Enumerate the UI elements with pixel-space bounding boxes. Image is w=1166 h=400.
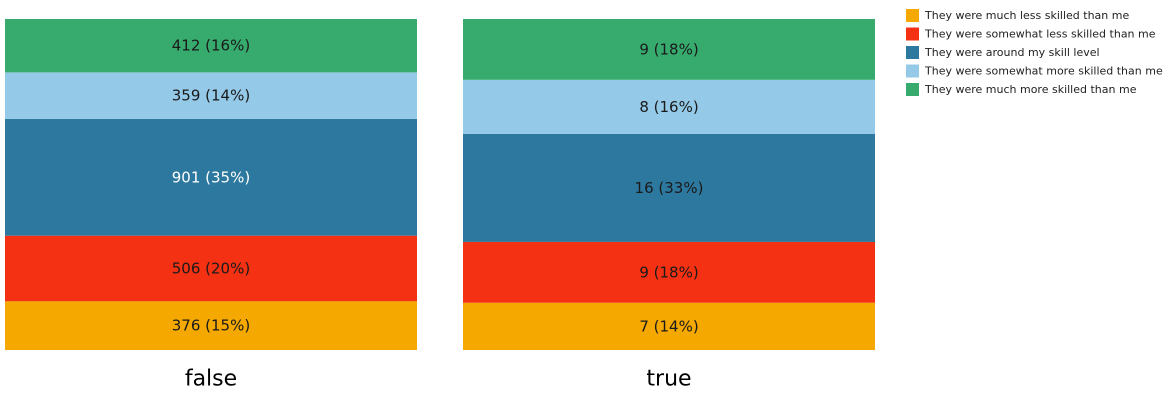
legend-label-4: They were somewhat more skilled than me: [924, 65, 1163, 78]
segment-labels-group: 376 (15%) 506 (20%) 901 (35%) 359 (14%) 412 …: [172, 37, 704, 336]
legend-label-3: They were around my skill level: [924, 46, 1100, 59]
legend-swatch-2: [906, 27, 919, 41]
segment-label-true-2: 9 (18%): [639, 263, 698, 281]
category-label-false: false: [185, 367, 237, 392]
category-label-true: true: [646, 367, 691, 392]
segment-label-false-1: 376 (15%): [172, 317, 250, 335]
legend-label-1: They were much less skilled than me: [924, 9, 1129, 22]
bar-segment-false-3: [5, 118, 417, 236]
legend: They were much less skilled than me They …: [906, 9, 1163, 96]
segment-label-true-4: 8 (16%): [639, 98, 698, 116]
segment-label-false-2: 506 (20%): [172, 259, 250, 277]
segment-label-false-5: 412 (16%): [172, 37, 250, 55]
legend-label-2: They were somewhat less skilled than me: [924, 28, 1156, 41]
legend-swatch-3: [906, 46, 919, 59]
legend-label-5: They were much more skilled than me: [924, 83, 1137, 96]
bar-segment-false-2: [5, 235, 417, 302]
segment-label-true-5: 9 (18%): [639, 40, 698, 58]
bar-segment-true-5: [463, 19, 875, 80]
bars-group: [5, 19, 875, 350]
bar-segment-true-4: [463, 79, 875, 134]
legend-swatch-5: [906, 83, 919, 96]
category-labels-group: false true: [185, 367, 692, 392]
bar-segment-true-3: [463, 133, 875, 242]
bar-segment-false-1: [5, 301, 417, 350]
segment-label-true-1: 7 (14%): [639, 317, 698, 335]
bar-segment-true-2: [463, 241, 875, 303]
legend-swatch-1: [906, 9, 919, 22]
bar-segment-true-1: [463, 302, 875, 350]
legend-swatch-4: [906, 64, 919, 78]
bar-segment-false-4: [5, 72, 417, 119]
segment-label-false-4: 359 (14%): [172, 87, 250, 105]
segment-label-true-3: 16 (33%): [635, 179, 704, 197]
segment-label-false-3: 901 (35%): [172, 168, 250, 186]
bar-segment-false-5: [5, 19, 417, 73]
